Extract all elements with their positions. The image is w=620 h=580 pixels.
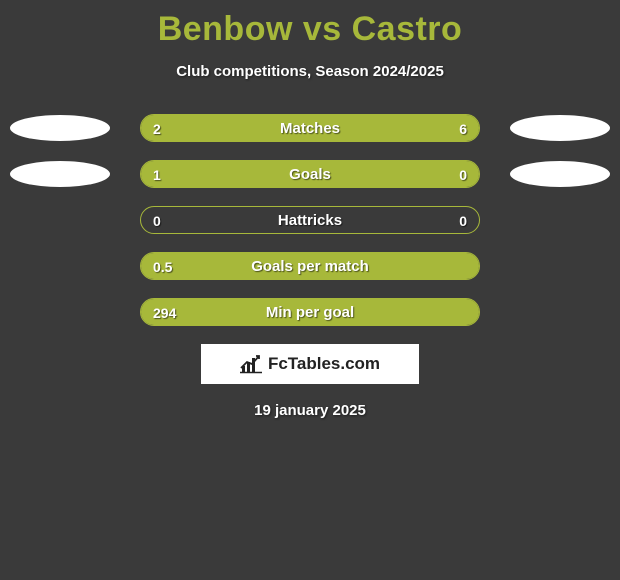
stat-row: 0.5Goals per match — [0, 252, 620, 280]
player-right-marker — [510, 115, 610, 141]
stat-label: Hattricks — [141, 207, 479, 234]
stat-row: 00Hattricks — [0, 206, 620, 234]
stat-bar: 294Min per goal — [140, 298, 480, 326]
page-title: Benbow vs Castro — [0, 0, 620, 49]
stat-label: Goals per match — [141, 253, 479, 280]
stat-bar: 10Goals — [140, 160, 480, 188]
watermark-text: FcTables.com — [268, 354, 380, 374]
player-left-marker — [10, 115, 110, 141]
comparison-chart: 26Matches 10Goals 00Hattricks 0.5Goals per … — [0, 114, 620, 326]
stat-row: 10Goals — [0, 160, 620, 188]
stat-row: 294Min per goal — [0, 298, 620, 326]
page-subtitle: Club competitions, Season 2024/2025 — [0, 63, 620, 80]
date-label: 19 january 2025 — [0, 402, 620, 419]
stat-bar: 0.5Goals per match — [140, 252, 480, 280]
player-right-marker — [510, 161, 610, 187]
stat-label: Matches — [141, 115, 479, 142]
stat-bar: 00Hattricks — [140, 206, 480, 234]
player-left-marker — [10, 161, 110, 187]
stat-row: 26Matches — [0, 114, 620, 142]
stat-label: Goals — [141, 161, 479, 188]
stat-bar: 26Matches — [140, 114, 480, 142]
watermark: FcTables.com — [201, 344, 419, 384]
chart-icon — [240, 354, 264, 374]
stat-label: Min per goal — [141, 299, 479, 326]
